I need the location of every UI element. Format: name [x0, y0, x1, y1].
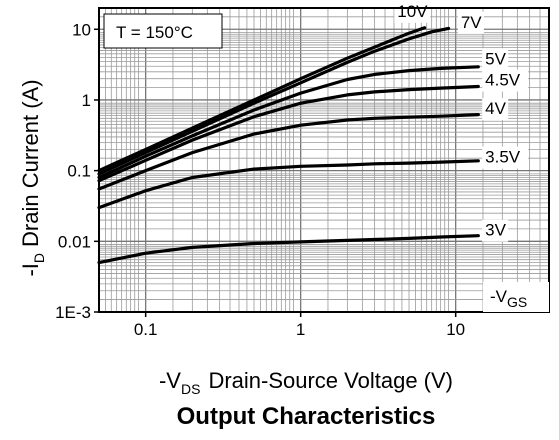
y-tick-label: 1E-3	[55, 303, 91, 322]
series-label-bg	[482, 69, 529, 92]
series-line-7V	[97, 26, 451, 176]
series-label-bg	[482, 146, 529, 169]
series-label-4V: 4V	[485, 99, 506, 118]
y-tick-label: 0.01	[58, 232, 91, 251]
series-label-3.5V: 3.5V	[485, 148, 521, 167]
temperature-annotation: T = 150°C	[116, 23, 193, 42]
plot-frame	[98, 7, 550, 313]
x-tick-label: 1	[296, 320, 305, 339]
legend-title: -VGS	[490, 287, 527, 310]
series-label-bg	[394, 0, 431, 23]
curves	[97, 26, 480, 265]
x-axis-title-prefix: -V	[159, 368, 181, 393]
series-line-3V	[97, 234, 480, 265]
x-tick-label: 10	[446, 320, 465, 339]
x-axis-title-text: Drain-Source Voltage (V)	[208, 368, 453, 393]
series-label-bg	[482, 98, 509, 121]
y-tick-label: 10	[72, 20, 91, 39]
x-tick-label: 0.1	[134, 320, 158, 339]
x-axis-title: -VDS Drain-Source Voltage (V)	[159, 368, 453, 397]
series-label-3V: 3V	[485, 221, 506, 240]
series-label-7V: 7V	[461, 13, 482, 32]
legend-title-bg	[483, 282, 549, 312]
series-label-4.5V: 4.5V	[485, 71, 521, 90]
series-label-10V: 10V	[397, 2, 428, 21]
y-axis-title-subscript: D	[31, 253, 47, 263]
series-label-bg	[482, 48, 509, 71]
series-line-3.5V	[97, 159, 480, 210]
series-line-5V	[97, 65, 480, 180]
annotation-box	[103, 13, 223, 49]
chart-title: Output Characteristics	[177, 403, 436, 430]
series-label-bg	[482, 219, 509, 242]
series-label-bg	[457, 11, 484, 34]
series-line-10V	[97, 26, 427, 173]
series-label-5V: 5V	[485, 49, 506, 68]
y-axis-title: -ID Drain Current (A)	[18, 79, 47, 276]
grid	[99, 8, 549, 312]
legend-title-prefix: -V	[490, 287, 508, 306]
y-tick-label: 0.1	[67, 162, 91, 181]
series-line-4.5V	[97, 84, 480, 183]
y-axis-title-text: Drain Current (A)	[18, 79, 43, 246]
series-line-4V	[97, 112, 480, 191]
legend-title-subscript: GS	[507, 294, 527, 310]
tick-labels: 0.1 1 10 10 1 0.1 0.01 1E-3	[55, 20, 465, 339]
y-tick-label: 1	[82, 91, 91, 110]
y-axis-title-prefix: -I	[18, 263, 43, 276]
x-axis-title-subscript: DS	[181, 381, 200, 397]
